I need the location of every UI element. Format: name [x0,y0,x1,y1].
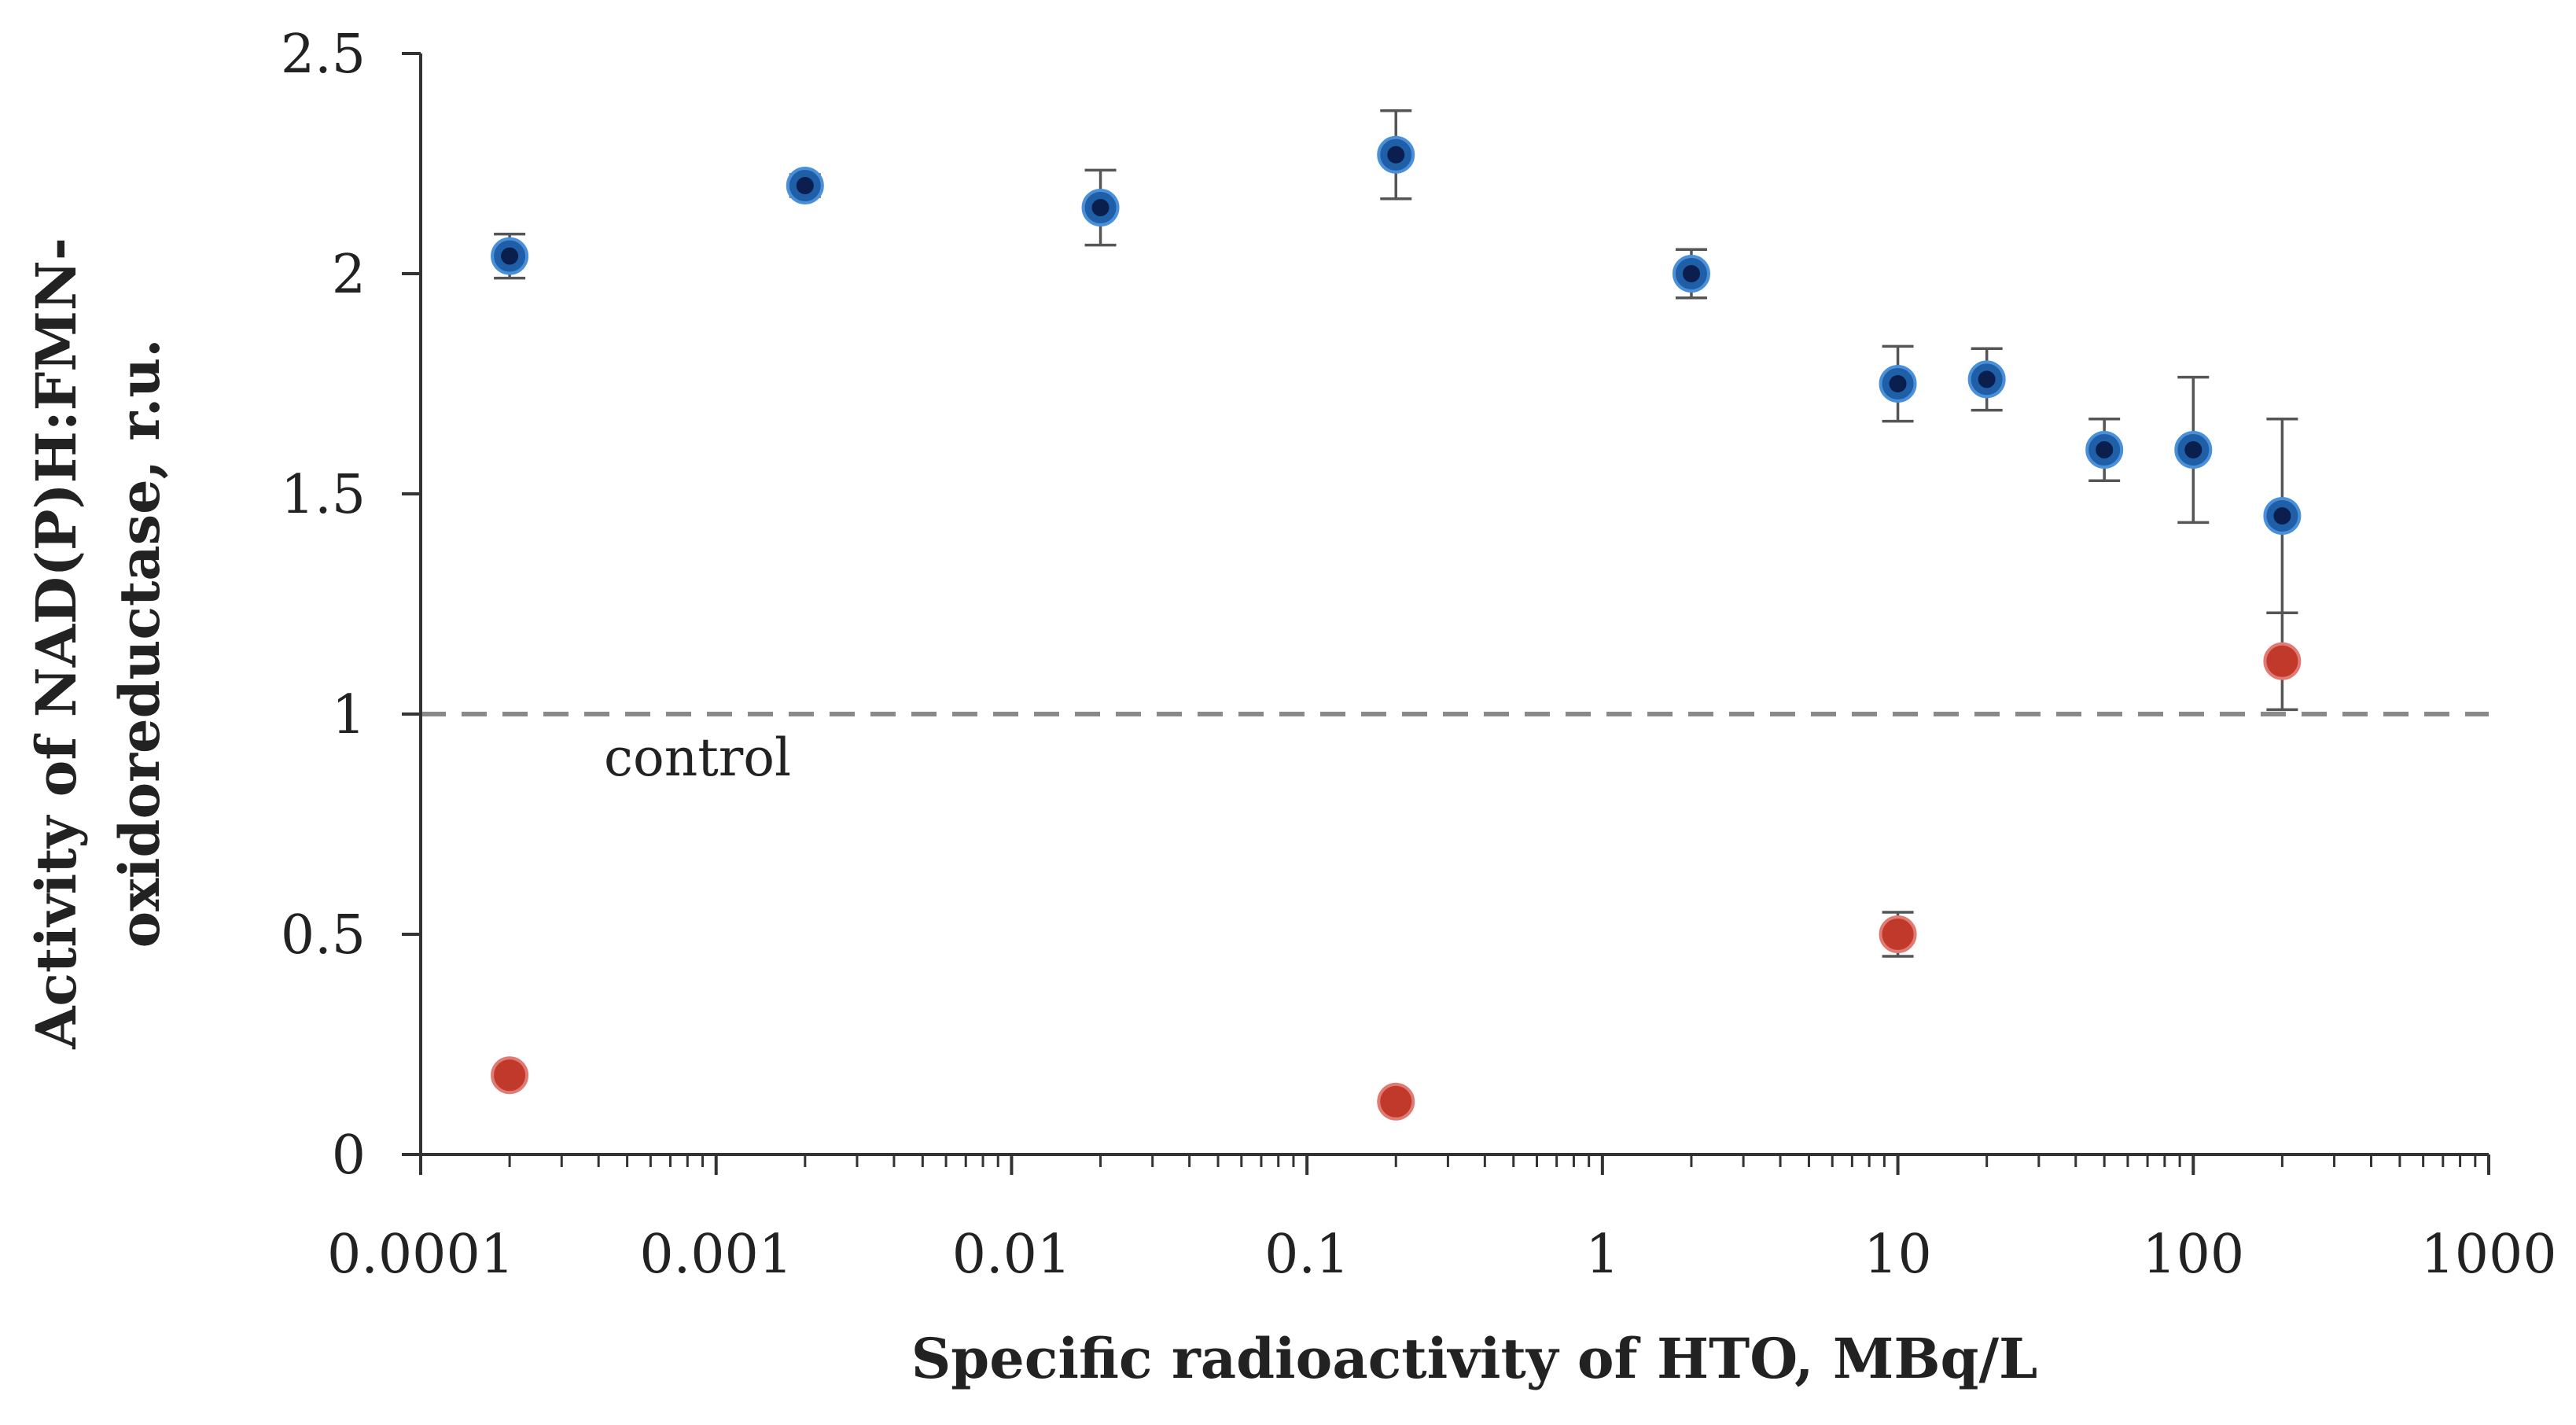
x-tick-label: 1000 [2420,1224,2556,1286]
y-tick-label: 1.5 [281,464,366,526]
y-tick-label: 2.5 [281,24,366,86]
blue-data-point-core [1682,265,1700,282]
y-axis-title-line-2: oxidoreductase, r.u. [107,339,172,948]
x-tick-label: 100 [2142,1224,2244,1286]
axes-group [419,53,2489,1156]
y-axis-title-line-1: Activity of NAD(P)H:FMN- [24,238,89,1050]
x-tick-label: 0.1 [1264,1224,1349,1286]
ticks-group: 0 0.5 1 1.5 2 2.5 0.0001 0.001 0.01 0.1 1 10 100 1000 [281,24,2557,1286]
red-data-point [491,1056,529,1095]
y-tick-label: 2 [332,244,366,306]
blue-data-point-core [2273,507,2291,525]
blue-data-point-core [1978,370,1996,388]
blue-data-point-core [1091,199,1110,216]
red-data-point [1879,915,1917,953]
x-tick-label: 1 [1585,1224,1619,1286]
blue-data-point-core [796,177,814,194]
x-axis-title: Specific radioactivity of HTO, MBq/L [911,1326,2038,1391]
x-tick-label: 10 [1864,1224,1932,1286]
blue-data-point-core [2184,441,2202,458]
y-tick-label: 0 [332,1125,366,1187]
data-points-group [491,135,2302,1121]
y-tick-label: 1 [332,684,366,746]
error-bars-group [494,109,2298,958]
x-tick-label: 0.001 [639,1224,793,1286]
x-tick-label: 0.01 [952,1224,1071,1286]
control-label: control [604,727,791,788]
axis-titles-group: Specific radioactivity of HTO, MBq/L Act… [24,238,2037,1391]
red-data-point [1377,1082,1415,1121]
red-data-point [2263,642,2302,680]
blue-data-point-core [2096,441,2114,458]
y-tick-label: 0.5 [281,904,366,967]
blue-data-point-core [501,247,519,265]
blue-data-point-core [1387,145,1405,164]
x-tick-label: 0.0001 [327,1224,514,1286]
blue-data-point-core [1889,375,1907,392]
